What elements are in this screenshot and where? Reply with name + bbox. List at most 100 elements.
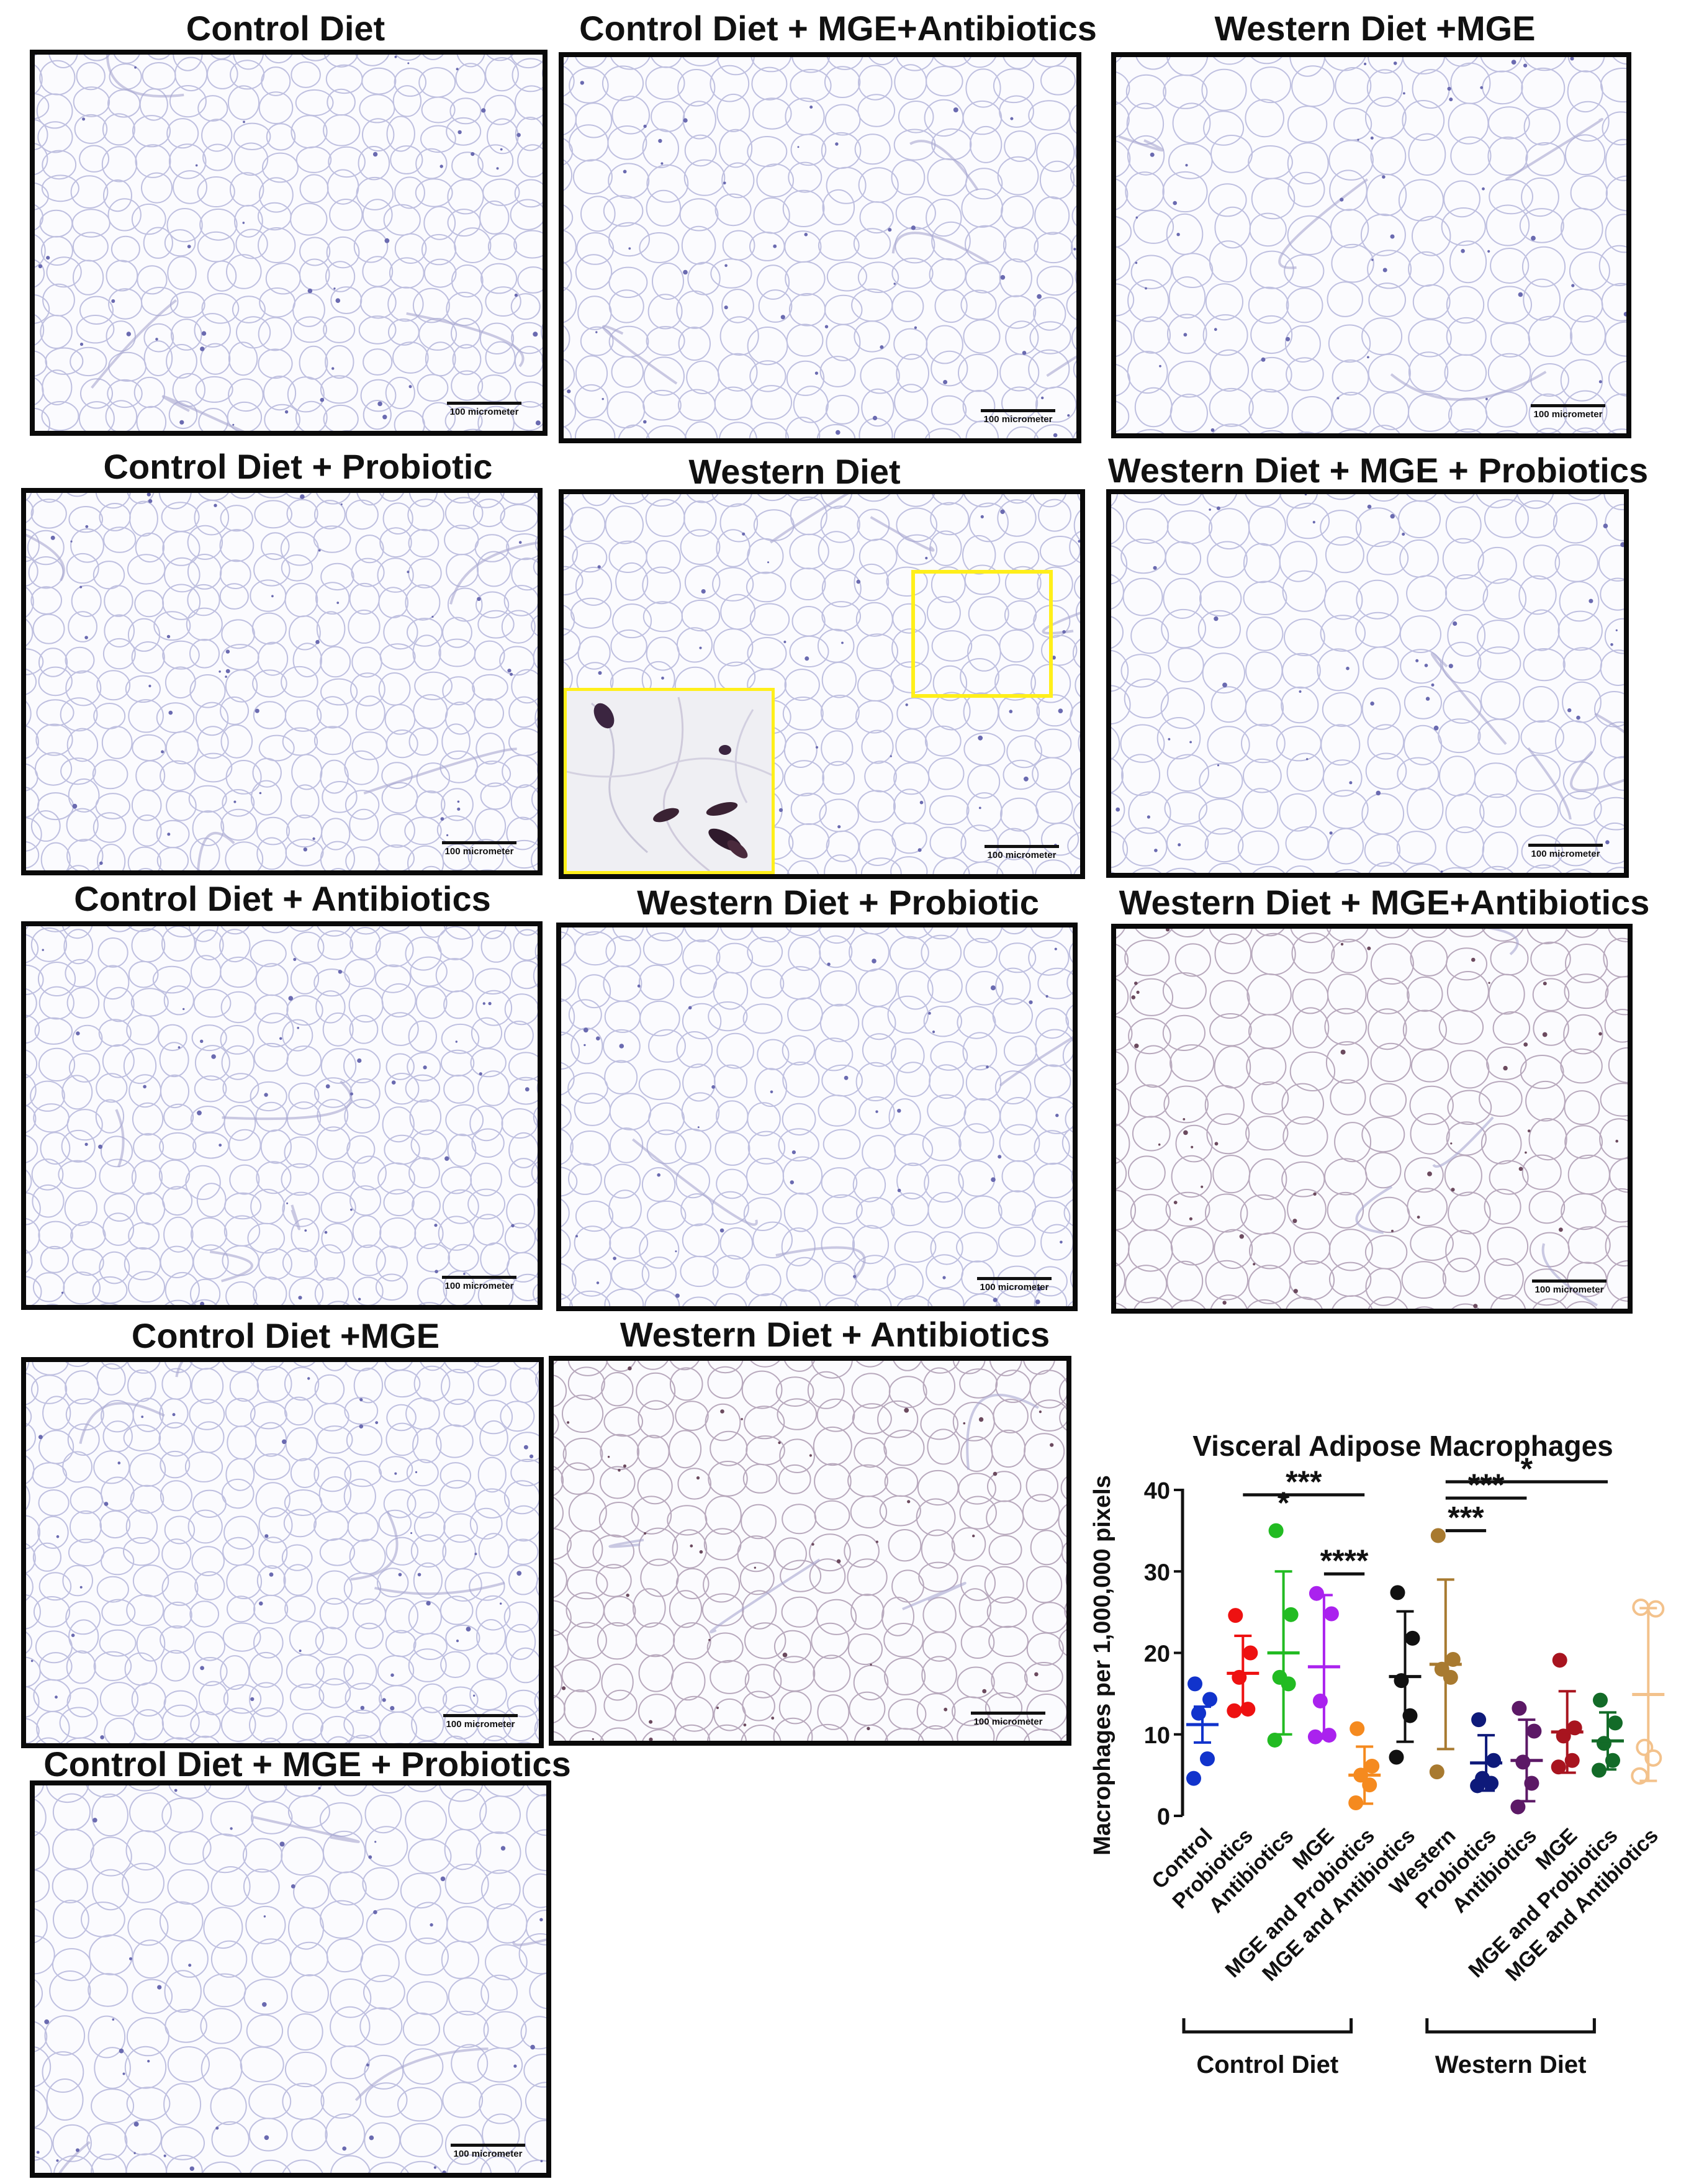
data-point xyxy=(1283,1607,1299,1622)
scale-bar-line xyxy=(977,1277,1052,1280)
data-point xyxy=(1364,1758,1380,1774)
data-point xyxy=(1593,1692,1608,1708)
scale-bar-line xyxy=(985,845,1059,848)
data-point xyxy=(1268,1523,1284,1538)
data-point xyxy=(1443,1669,1458,1685)
data-point xyxy=(1267,1732,1282,1748)
data-point xyxy=(1430,1528,1446,1543)
adipose-tissue-texture xyxy=(26,493,538,870)
scale-bar-line xyxy=(1531,404,1605,407)
data-point xyxy=(1608,1715,1623,1731)
panel-control-diet-mge: 100 micrometer xyxy=(21,1357,544,1748)
scale-bar: 100 micrometer xyxy=(981,409,1055,425)
data-point xyxy=(1405,1630,1420,1646)
adipose-tissue-texture xyxy=(561,927,1073,1306)
scale-bar-label: 100 micrometer xyxy=(453,2149,523,2159)
significance-label: *** xyxy=(1286,1464,1322,1499)
adipose-tissue-texture xyxy=(26,1362,539,1743)
scale-bar-line xyxy=(981,409,1055,412)
data-point xyxy=(1471,1712,1487,1728)
panel-control-diet-antibiotics: 100 micrometer xyxy=(21,921,543,1310)
scale-bar-label: 100 micrometer xyxy=(1531,849,1600,859)
data-point xyxy=(1240,1702,1256,1717)
title-western-diet-mge: Western Diet +MGE xyxy=(1214,9,1536,48)
significance-label: * xyxy=(1278,1486,1290,1520)
scale-bar: 100 micrometer xyxy=(443,1714,518,1730)
group-bracket xyxy=(1425,2018,1596,2034)
adipose-tissue-texture xyxy=(564,57,1076,438)
adipose-tissue-texture xyxy=(26,926,538,1305)
zoom-inset xyxy=(564,688,775,874)
scale-bar: 100 micrometer xyxy=(1531,404,1605,420)
group-bracket xyxy=(1182,2018,1353,2034)
scale-bar-line xyxy=(1528,844,1603,847)
scale-bar-label: 100 micrometer xyxy=(973,1717,1043,1727)
panel-western-diet-probiotic: 100 micrometer xyxy=(556,923,1078,1311)
data-point xyxy=(1202,1692,1217,1707)
data-point xyxy=(1552,1653,1567,1668)
scale-bar: 100 micrometer xyxy=(985,845,1059,860)
highlight-box xyxy=(911,570,1053,698)
scale-bar-line xyxy=(442,841,516,844)
title-western-diet-antibiotics: Western Diet + Antibiotics xyxy=(620,1315,1050,1354)
data-point xyxy=(1243,1645,1258,1661)
title-western-diet: Western Diet xyxy=(688,452,901,491)
data-point xyxy=(1187,1676,1202,1692)
scale-bar: 100 micrometer xyxy=(442,1276,516,1291)
adipose-tissue-texture xyxy=(35,55,543,431)
significance-label: **** xyxy=(1320,1543,1369,1578)
data-point xyxy=(1644,1749,1662,1767)
adipose-tissue-texture xyxy=(554,1361,1066,1741)
title-control-diet-mge-antibiotics: Control Diet + MGE+Antibiotics xyxy=(579,9,1097,48)
panel-control-diet-probiotic: 100 micrometer xyxy=(21,488,543,875)
panel-western-diet-antibiotics: 100 micrometer xyxy=(549,1356,1071,1746)
scale-bar-line xyxy=(1532,1279,1607,1283)
data-point xyxy=(1515,1754,1531,1770)
macrophage-chart: Visceral Adipose Macrophages 0 10 20 30 40 Mac… xyxy=(1089,1430,1665,2078)
inset-texture xyxy=(567,697,772,871)
adipose-tissue-texture xyxy=(1116,929,1628,1309)
significance-label: *** xyxy=(1468,1468,1505,1502)
data-point xyxy=(1551,1759,1566,1775)
title-control-diet-probiotic: Control Diet + Probiotic xyxy=(103,447,493,486)
scale-bar-label: 100 micrometer xyxy=(449,407,519,417)
significance-label: *** xyxy=(1448,1500,1484,1535)
data-point xyxy=(1510,1799,1526,1815)
title-control-diet-antibiotics: Control Diet + Antibiotics xyxy=(74,879,491,918)
scale-bar-label: 100 micrometer xyxy=(444,846,514,857)
y-tick-label: 0 xyxy=(1157,1804,1170,1830)
significance-label: * xyxy=(1521,1451,1533,1486)
data-point xyxy=(1307,1729,1323,1744)
scale-bar: 100 micrometer xyxy=(447,402,521,417)
scale-bar-line xyxy=(971,1712,1045,1715)
group-label: Control Diet xyxy=(1196,2051,1338,2078)
scale-bar: 100 micrometer xyxy=(977,1277,1052,1293)
scale-bar: 100 micrometer xyxy=(442,841,516,857)
scale-bar: 100 micrometer xyxy=(1532,1279,1607,1295)
title-control-diet-mge-probiotics: Control Diet + MGE + Probiotics xyxy=(43,1744,571,1784)
data-point xyxy=(1389,1749,1404,1765)
scale-bar-label: 100 micrometer xyxy=(1535,1284,1604,1295)
panel-western-diet: 100 micrometer xyxy=(559,489,1085,879)
data-point xyxy=(1323,1606,1339,1622)
scale-bar: 100 micrometer xyxy=(1528,844,1603,859)
y-tick-label: 40 xyxy=(1144,1478,1170,1504)
panel-control-diet-mge-probiotics: 100 micrometer xyxy=(30,1780,551,2178)
data-point xyxy=(1526,1723,1542,1739)
scale-bar-label: 100 micrometer xyxy=(983,414,1053,425)
data-point xyxy=(1512,1700,1527,1716)
scale-bar-line xyxy=(451,2144,525,2147)
data-point xyxy=(1390,1585,1405,1600)
title-control-diet-mge: Control Diet +MGE xyxy=(131,1316,440,1355)
y-tick-label: 20 xyxy=(1144,1641,1170,1667)
title-western-diet-mge-antibiotics: Western Diet + MGE+Antibiotics xyxy=(1119,883,1650,922)
data-point xyxy=(1186,1771,1201,1786)
group-label: Western Diet xyxy=(1435,2051,1587,2078)
scale-bar: 100 micrometer xyxy=(971,1712,1045,1727)
y-axis-label: Macrophages per 1,000,000 pixels xyxy=(1089,1475,1115,1856)
data-point xyxy=(1429,1764,1444,1780)
scale-bar-label: 100 micrometer xyxy=(1533,409,1603,420)
data-point xyxy=(1350,1721,1365,1736)
data-point xyxy=(1309,1586,1324,1601)
scale-bar: 100 micrometer xyxy=(451,2144,525,2159)
